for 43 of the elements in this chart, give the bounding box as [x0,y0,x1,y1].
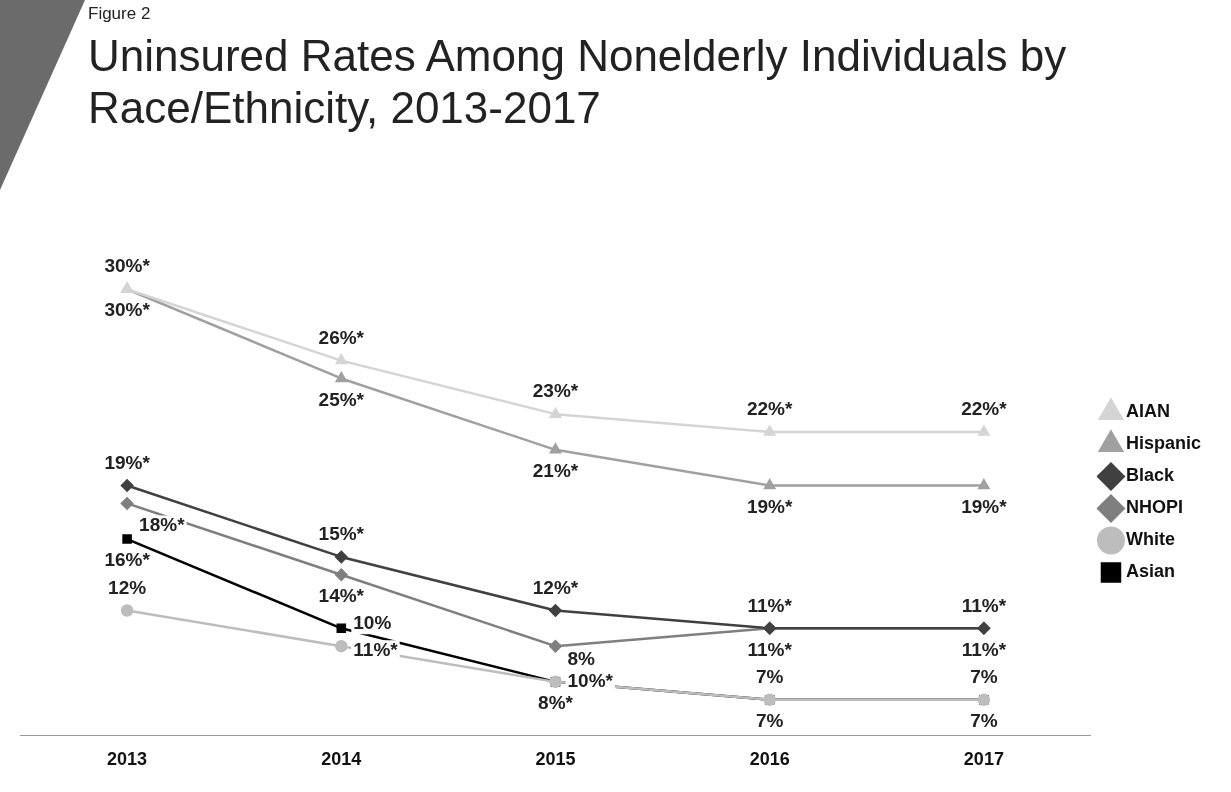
data-label: 11%* [747,638,793,660]
caption: Figure 2 [88,4,151,24]
data-label: 10%* [567,670,614,692]
data-label: 19%* [746,495,793,517]
legend-label: AIAN [1125,401,1170,422]
data-label: 12%* [532,576,579,598]
data-label: 21%* [532,460,579,482]
x-tick-label: 2015 [535,749,576,770]
legend-label: Hispanic [1125,433,1202,454]
data-label: 7% [970,665,998,687]
data-label: 11%* [747,594,793,616]
data-label: 10% [353,612,392,634]
legend-label: Asian [1125,561,1176,582]
data-label: 23%* [532,380,579,402]
data-label: 22%* [746,398,793,420]
data-label: 11%* [961,638,1007,660]
data-label: 19%* [961,495,1008,517]
x-tick-label: 2014 [321,749,362,770]
x-tick-label: 2013 [107,749,148,770]
data-label: 30%* [104,299,151,321]
data-label: 14%* [318,585,365,607]
legend-label: White [1125,529,1175,550]
data-label: 15%* [318,523,365,545]
data-label: 7% [755,665,784,687]
data-label: 25%* [318,388,365,410]
data-label: 22%* [961,398,1008,420]
data-label: 11%* [961,594,1007,616]
data-label: 19%* [104,451,151,473]
data-label: 26%* [318,326,365,348]
data-label: 7% [755,709,784,731]
data-label: 18%* [139,513,186,535]
data-label: 12% [108,576,147,598]
data-label: 16%* [104,549,151,571]
data-label: 11%* [353,638,399,660]
x-tick-label: 2017 [963,749,1004,770]
data-label: 8%* [538,692,574,714]
legend-label: NHOPI [1125,497,1183,518]
data-label: 30%* [104,255,151,277]
x-tick-label: 2016 [749,749,790,770]
data-label: 8% [567,648,596,670]
legend-label: Black [1125,465,1175,486]
chart-title: Uninsured Rates Among Nonelderly Individuals by Race/Ethnicity, 2013-2017 [88,30,1068,134]
data-label: 7% [970,709,998,731]
